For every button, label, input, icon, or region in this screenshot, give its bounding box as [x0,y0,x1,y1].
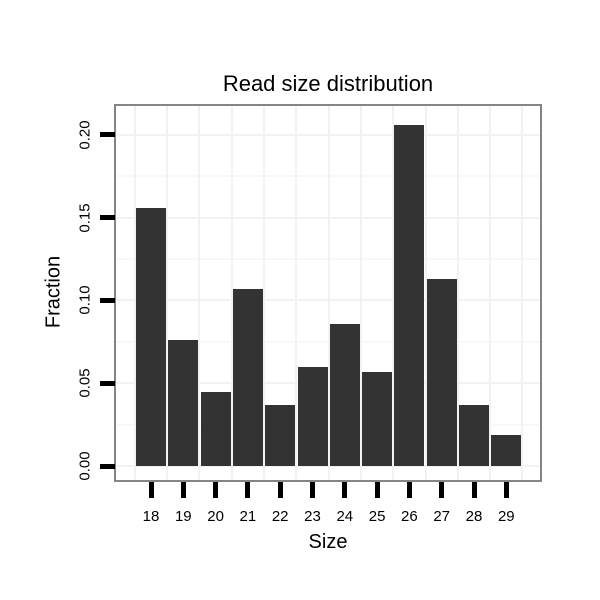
x-tick-label: 18 [142,508,160,525]
y-tick-label: 0.20 [76,120,94,150]
x-tick [180,482,186,498]
x-tick-label: 24 [336,508,354,525]
x-tick-label: 21 [239,508,257,525]
y-tick [100,132,115,138]
v-gridline [166,106,169,480]
x-tick [439,482,445,498]
v-gridline [198,106,201,480]
x-tick [277,482,283,498]
x-tick [213,482,219,498]
v-gridline [263,106,266,480]
y-tick-label: 0.00 [76,451,94,481]
x-axis-title: Size [308,531,348,553]
bar-23 [297,366,328,466]
bar-21 [232,288,263,466]
x-tick-label: 25 [368,508,386,525]
x-tick [310,482,315,498]
y-tick [100,380,115,386]
bar-22 [265,404,296,466]
bar-19 [168,340,199,466]
y-tick [100,215,115,221]
v-gridline [392,106,395,480]
v-gridline [327,106,330,480]
bar-24 [329,323,360,466]
x-tick [245,482,251,498]
y-tick-label: 0.15 [76,203,94,233]
bar-26 [394,125,425,466]
v-gridline [521,106,524,480]
y-tick-label: 0.05 [76,368,94,398]
bar-27 [426,278,457,466]
v-gridline [359,106,362,480]
x-tick-label: 23 [304,508,321,525]
x-tick-label: 22 [271,508,289,525]
bar-18 [136,207,166,466]
bar-20 [200,391,231,466]
x-tick-label: 28 [465,508,483,525]
x-tick-label: 19 [174,508,192,525]
x-tick-label: 26 [401,508,418,525]
x-tick-label: 27 [433,508,451,525]
bar-28 [459,404,489,466]
x-tick [471,482,477,498]
y-tick [100,297,115,303]
y-tick-label: 0.10 [76,285,94,316]
x-tick [374,482,380,498]
v-gridline [295,106,298,480]
v-gridline [489,106,492,480]
plot-panel [114,104,542,482]
x-tick-label: 29 [497,508,515,525]
y-tick [100,463,115,469]
y-axis-title: Fraction [42,255,65,329]
v-gridline [424,106,427,480]
x-tick [406,482,412,498]
v-gridline [456,106,459,480]
bar-25 [362,371,393,466]
chart-title: Read size distribution [222,71,434,96]
v-gridline [230,106,233,480]
v-gridline [133,106,136,480]
x-tick-label: 20 [207,508,224,525]
x-tick [503,482,509,498]
bar-29 [491,434,522,466]
x-tick [342,482,348,498]
x-tick [148,482,154,498]
